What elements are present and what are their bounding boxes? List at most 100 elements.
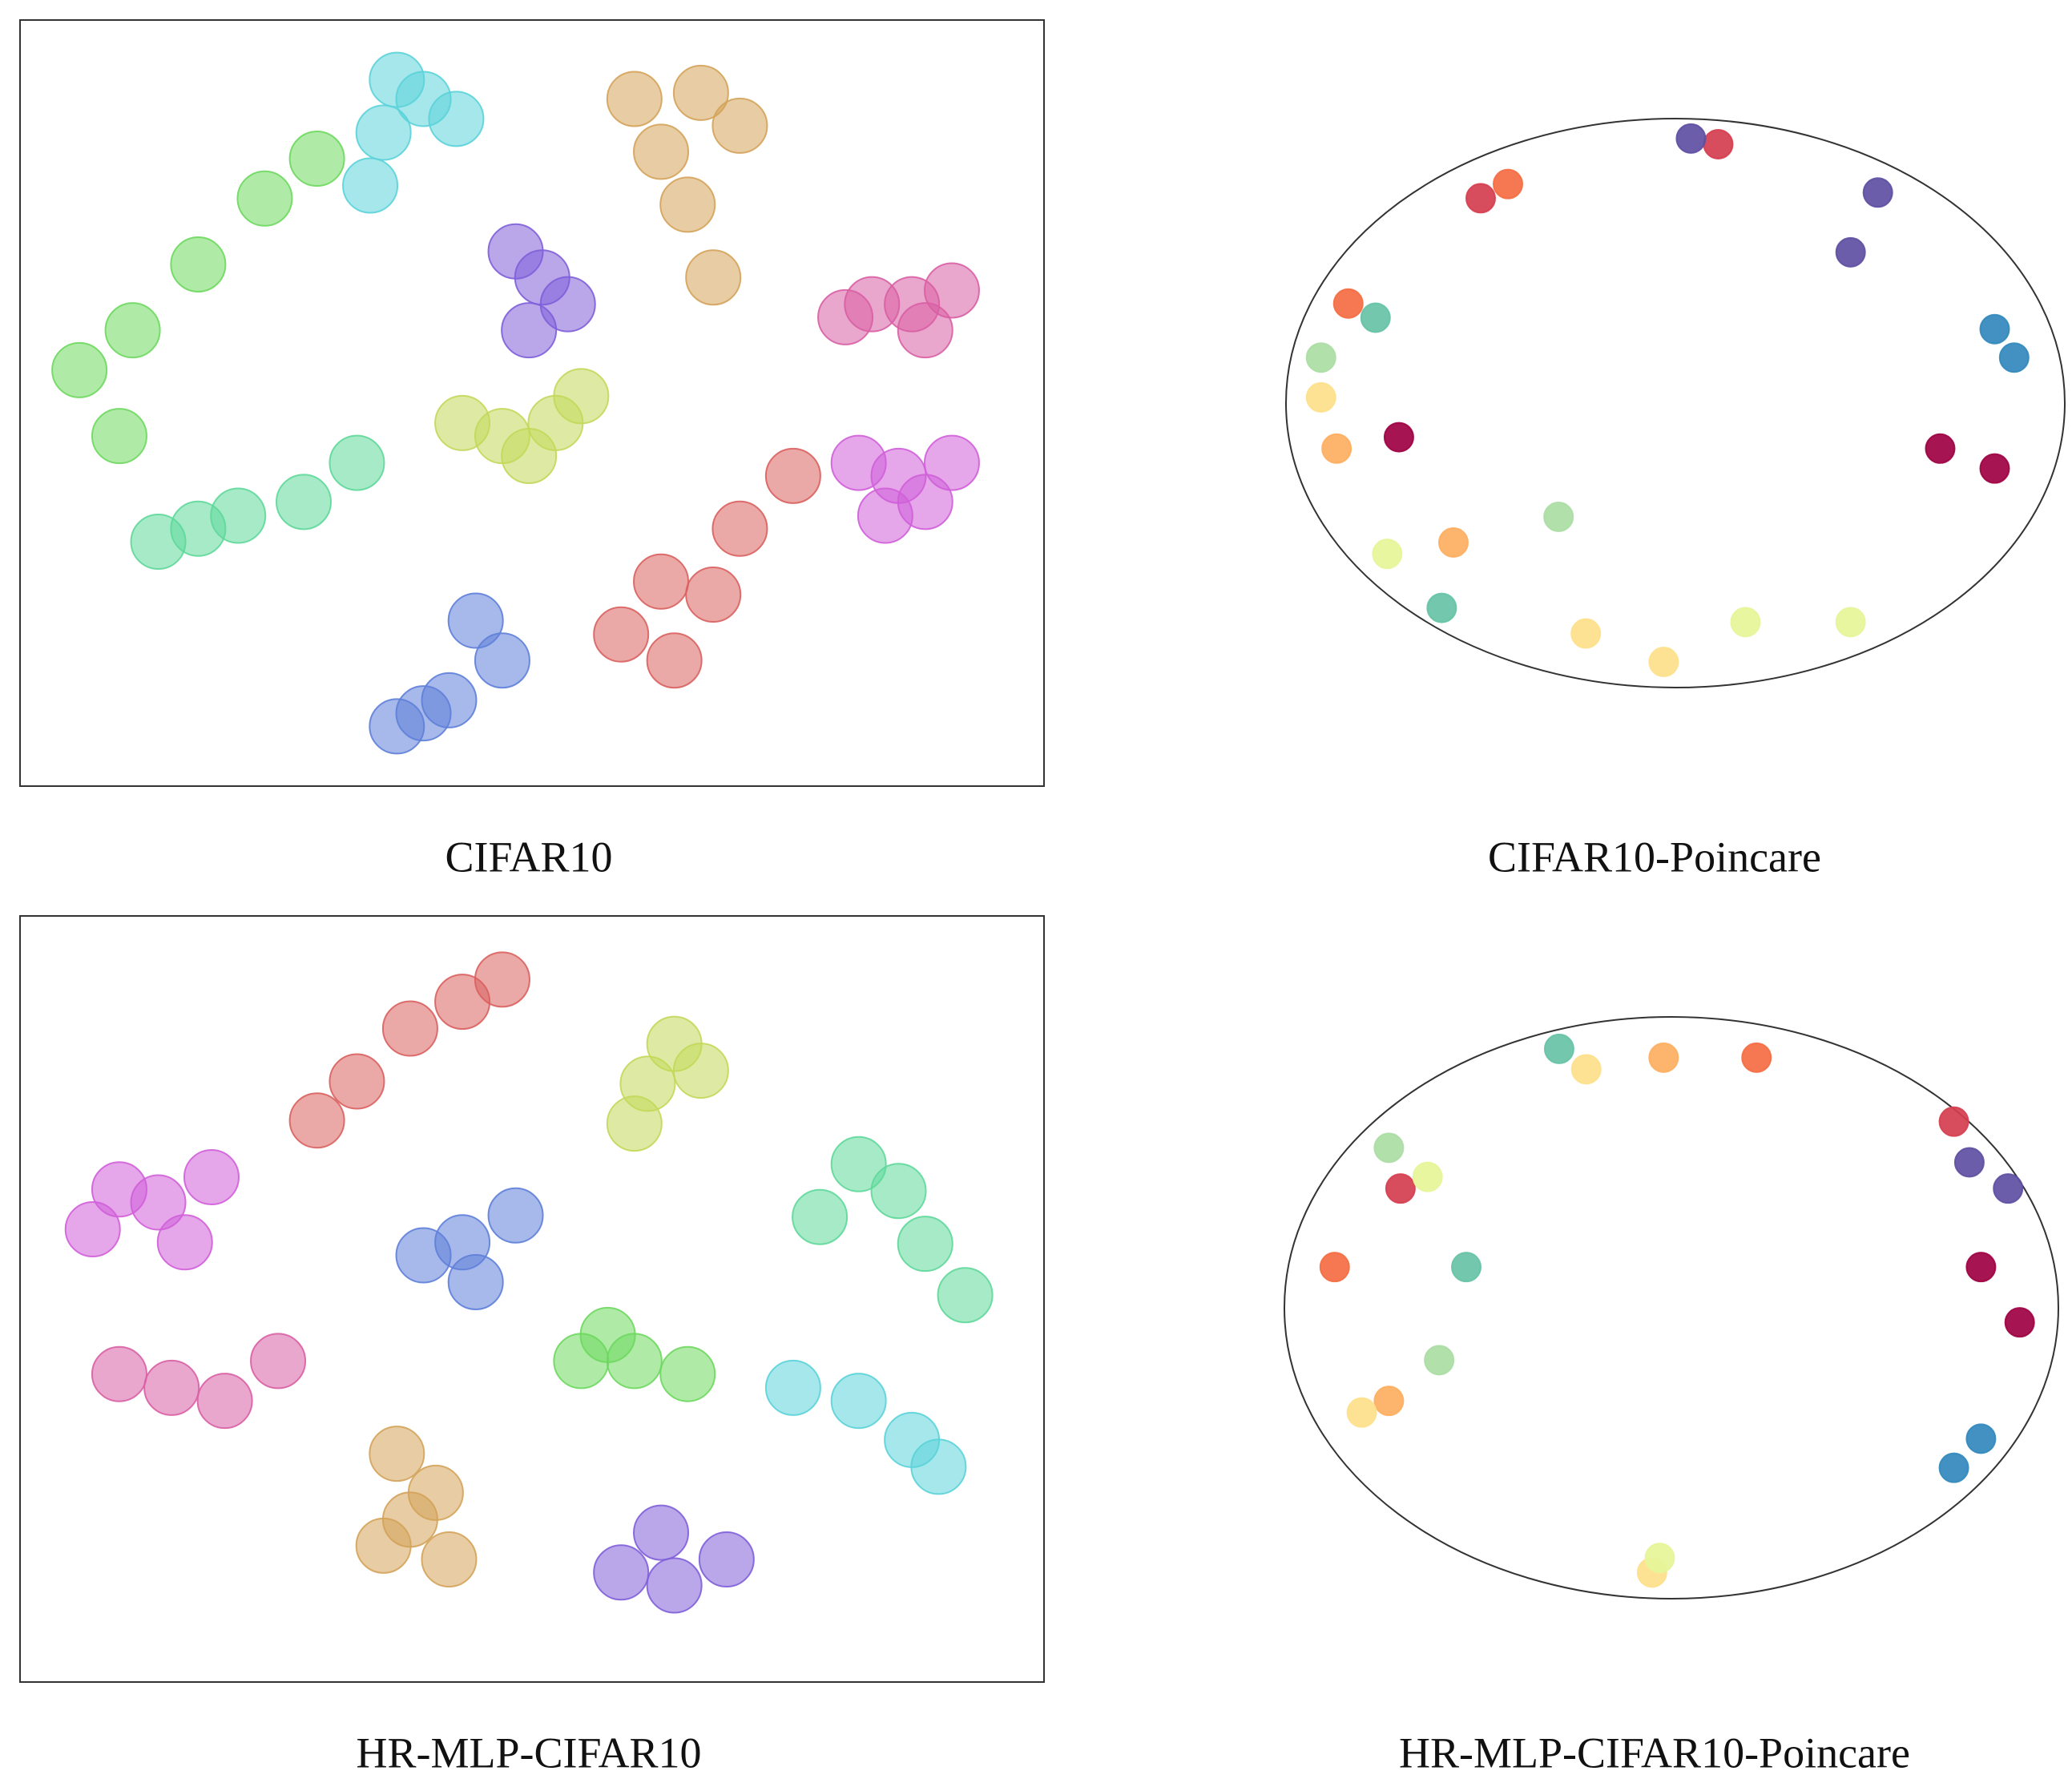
point: [250, 1333, 307, 1390]
caption: CIFAR10: [445, 833, 612, 881]
point: [395, 685, 452, 742]
plot-frame: [19, 19, 1045, 787]
point: [685, 249, 742, 306]
point: [369, 51, 425, 108]
point: [130, 514, 187, 571]
point: [1979, 453, 2010, 484]
point: [1644, 1543, 1675, 1574]
point: [487, 1187, 544, 1244]
point: [104, 302, 161, 359]
point: [698, 1531, 755, 1588]
point: [897, 302, 953, 359]
point: [870, 1163, 927, 1220]
panel: CIFAR10-Poincare: [1285, 118, 2066, 881]
point: [1465, 183, 1496, 214]
point: [355, 104, 412, 161]
point: [593, 606, 650, 663]
point: [646, 632, 703, 689]
point: [183, 1148, 240, 1205]
point: [1372, 539, 1403, 570]
point: [830, 1136, 887, 1192]
point: [421, 1531, 478, 1588]
point: [1360, 302, 1391, 333]
point: [553, 368, 610, 425]
point: [1570, 618, 1602, 649]
plot-frame: [19, 915, 1045, 1683]
point: [407, 1464, 464, 1521]
point: [288, 1092, 345, 1149]
point: [329, 434, 385, 491]
point: [1835, 607, 1866, 638]
point: [1451, 1252, 1482, 1283]
point: [474, 951, 530, 1008]
point: [1730, 607, 1761, 638]
point: [91, 1161, 147, 1218]
point: [539, 276, 596, 333]
point: [923, 434, 980, 491]
point: [633, 553, 690, 610]
point: [196, 1373, 253, 1430]
point: [1965, 1252, 1997, 1283]
point: [1332, 288, 1364, 319]
disk-boundary: [1284, 1016, 2059, 1599]
point: [1305, 342, 1336, 373]
point: [1305, 381, 1336, 413]
caption: CIFAR10-Poincare: [1488, 833, 1821, 881]
point: [1346, 1397, 1377, 1428]
point: [355, 1517, 412, 1574]
point: [593, 1544, 650, 1601]
point: [1703, 128, 1734, 159]
point: [711, 500, 768, 557]
caption: HR-MLP-CIFAR10-Poincare: [1399, 1729, 1910, 1777]
point: [329, 1053, 385, 1110]
point: [830, 434, 887, 491]
point: [937, 1267, 994, 1324]
point: [579, 1306, 636, 1363]
point: [857, 487, 913, 544]
point: [923, 262, 980, 319]
point: [1998, 342, 2030, 373]
point: [659, 176, 716, 233]
point: [1373, 1132, 1405, 1164]
point: [1385, 1173, 1416, 1204]
point: [381, 1000, 438, 1057]
point: [501, 302, 558, 359]
point: [447, 1253, 504, 1310]
point: [1493, 168, 1524, 200]
point: [51, 341, 108, 398]
point: [434, 394, 491, 451]
point: [1675, 123, 1707, 154]
point: [276, 474, 333, 530]
point: [897, 1216, 953, 1273]
point: [672, 1043, 729, 1099]
panel: CIFAR10: [19, 19, 1045, 881]
point: [210, 487, 267, 544]
point: [1862, 177, 1893, 208]
point: [1426, 592, 1457, 623]
point: [1543, 502, 1574, 532]
point: [236, 170, 293, 227]
point: [1741, 1042, 1772, 1073]
point: [1437, 526, 1469, 558]
point: [764, 1359, 821, 1416]
point: [1965, 1423, 1997, 1454]
point: [1424, 1345, 1455, 1376]
point: [830, 1373, 887, 1430]
point: [685, 567, 742, 623]
point: [1835, 236, 1866, 268]
point: [1938, 1106, 1969, 1137]
point: [606, 71, 663, 127]
point: [487, 223, 544, 280]
point: [910, 1438, 967, 1495]
point: [1648, 1042, 1679, 1073]
point: [342, 157, 399, 214]
point: [711, 97, 768, 154]
point: [91, 1345, 147, 1402]
point: [64, 1201, 121, 1258]
panel: HR-MLP-CIFAR10: [19, 915, 1045, 1777]
point: [1938, 1452, 1969, 1483]
point: [1383, 422, 1414, 453]
point: [1570, 1054, 1602, 1085]
